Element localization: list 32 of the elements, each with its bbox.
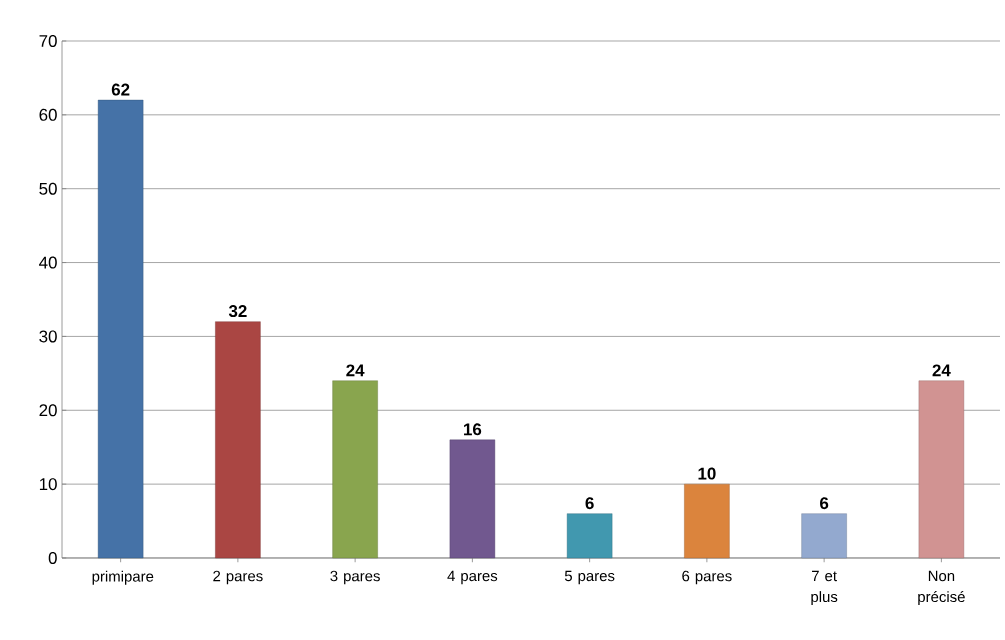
data-label: 10 — [698, 467, 716, 480]
data-label: 16 — [464, 423, 482, 436]
y-tick-label: 50 — [39, 182, 57, 195]
y-tick-label: 30 — [39, 330, 57, 343]
x-tick-label: 7 et plus — [811, 570, 838, 606]
bar — [215, 321, 261, 559]
data-label: 24 — [932, 364, 951, 377]
bar — [332, 380, 378, 559]
data-label: 6 — [820, 497, 829, 510]
data-label: 24 — [346, 364, 365, 377]
y-tick-label: 60 — [39, 108, 57, 121]
x-tick-label: Non précisé — [918, 570, 965, 606]
x-tick-label: 2 pares — [213, 570, 263, 585]
y-tick-label: 20 — [39, 404, 57, 417]
x-tick-label: 6 pares — [682, 570, 732, 585]
bar — [684, 483, 730, 559]
bar — [97, 99, 144, 559]
data-label: 6 — [585, 497, 594, 510]
x-tick-label: primipare — [92, 570, 154, 585]
data-label: 32 — [228, 305, 247, 318]
y-tick-label: 0 — [48, 551, 57, 564]
bar — [801, 513, 847, 559]
bar — [566, 513, 613, 559]
x-tick-label: 5 pares — [564, 570, 615, 585]
bar — [449, 439, 496, 559]
x-tick-label: 4 pares — [447, 570, 498, 585]
x-tick-label: 3 pares — [330, 570, 380, 585]
data-label: 62 — [111, 83, 130, 96]
y-tick-label: 70 — [39, 34, 57, 47]
y-tick-label: 10 — [39, 478, 57, 491]
bar — [918, 380, 965, 559]
y-tick-label: 40 — [39, 256, 57, 269]
